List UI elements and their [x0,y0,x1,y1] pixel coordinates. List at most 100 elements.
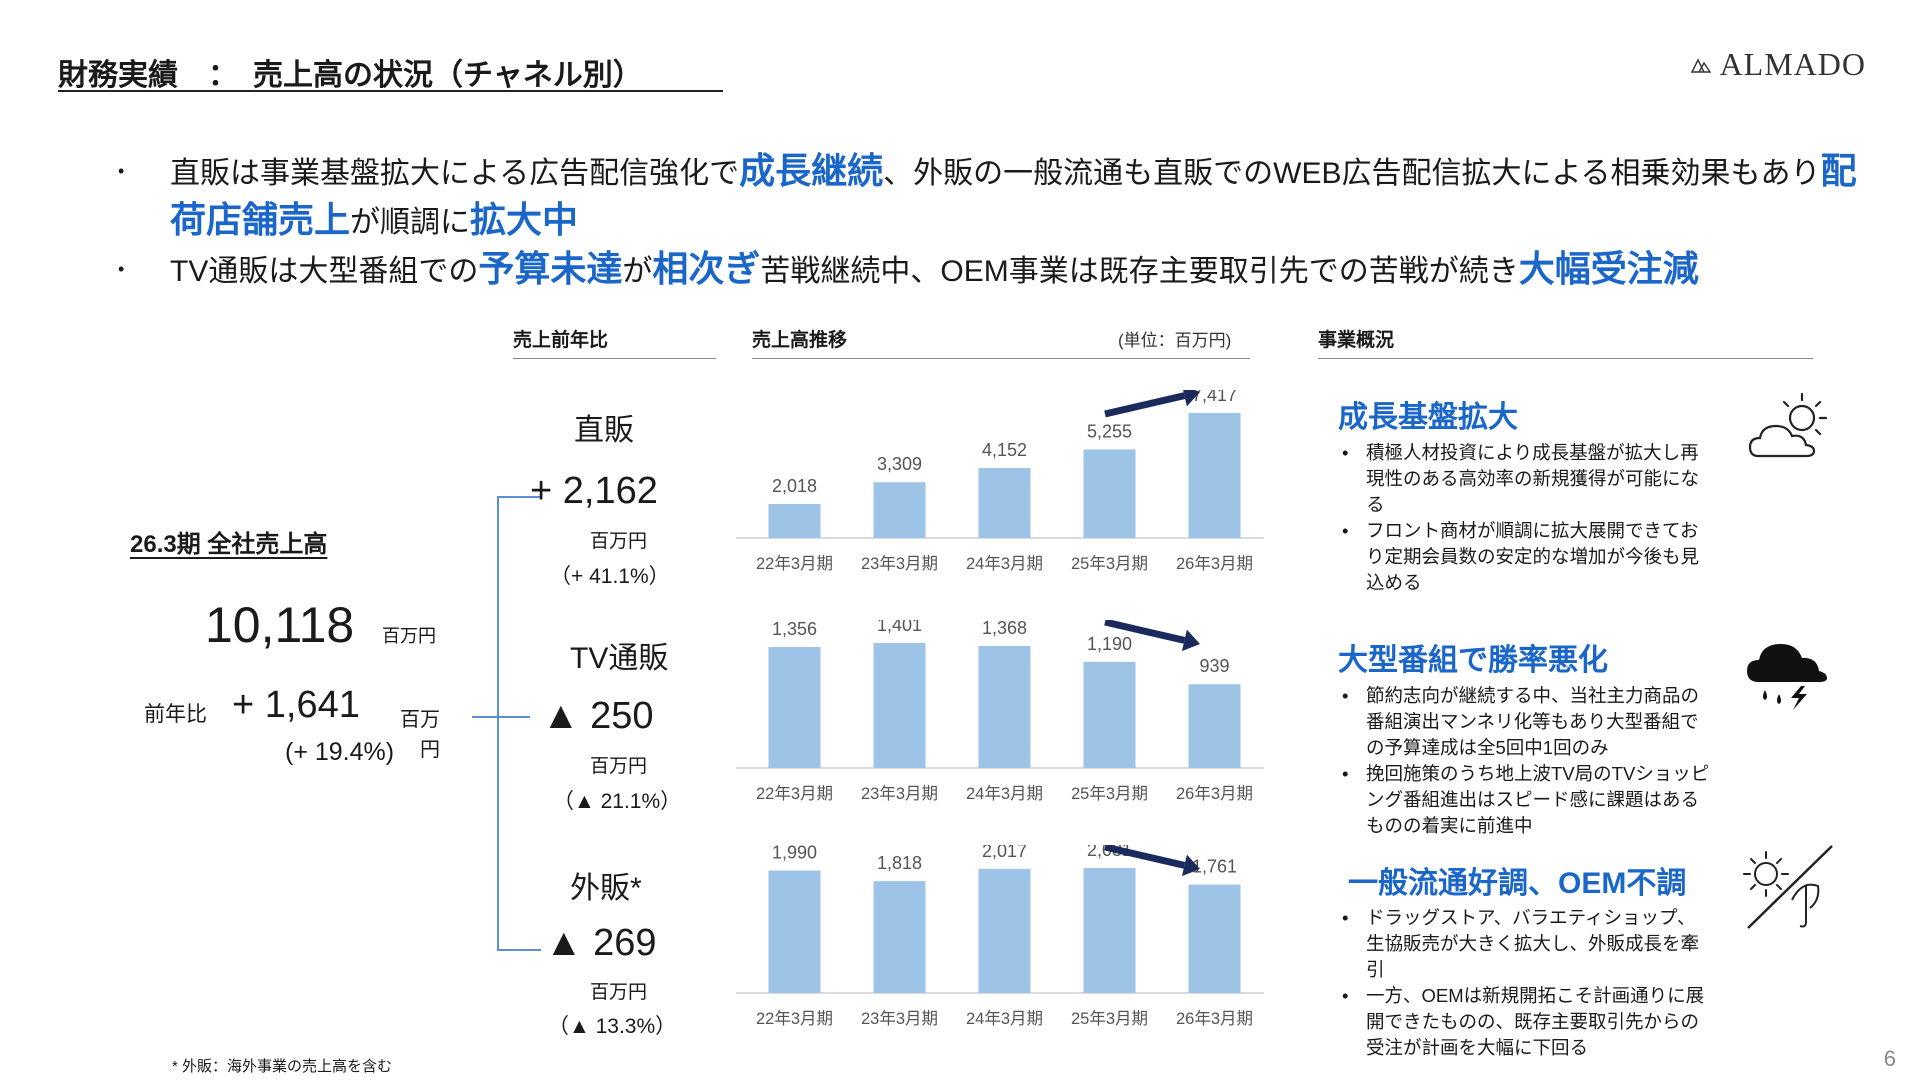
chart-bar [873,643,926,768]
chart-bar [978,868,1031,993]
page-title: 財務実績 ： 売上高の状況（チャネル別） [58,59,643,92]
unit-note: (単位：百万円) [1118,331,1232,350]
channel-unit-direct: 百万円 [590,531,648,552]
business-title-wholesale: 一般流通好調、OEM不調 [1348,867,1687,900]
chart-category-label: 24年3月期 [966,1009,1043,1028]
channel-unit-tv: 百万円 [590,756,648,777]
chart-category-label: 24年3月期 [966,554,1043,573]
highlight-text: 成長継続 [739,150,884,191]
total-yoy-label: 前年比 [144,703,207,726]
chart-category-label: 25年3月期 [1071,554,1148,573]
total-yoy-value: + 1,641 [232,684,360,726]
total-yoy-unit: 百万 [400,709,440,731]
trend-up-arrow-icon [1104,392,1186,418]
chart-value-label: 939 [1199,656,1229,676]
chart-bar [1083,449,1136,538]
chart-bar [873,881,926,993]
chart-bar [768,503,821,538]
total-sales-title: 26.3期 全社売上高 [130,531,328,558]
chart-value-label: 2,017 [982,845,1027,861]
summary-bullet-2: • TV通販は大型番組での予算未達が相次ぎ苦戦継続中、OEM事業は既存主要取引先… [118,246,1878,295]
summary-bullet-text-1: 直販は事業基盤拡大による広告配信強化で成長継続、外販の一般流通も直販でのWEB広… [170,148,1878,246]
channel-bracket [497,496,499,951]
chart-bar [1188,684,1241,768]
channel-name-tv: TV通販 [570,642,669,675]
chart-category-label: 26年3月期 [1176,784,1253,803]
chart-value-label: 5,255 [1087,421,1132,441]
business-section-head: 事業概況 [1318,325,1813,359]
summary-bullet-1: • 直販は事業基盤拡大による広告配信強化で成長継続、外販の一般流通も直販でのWE… [118,148,1878,246]
direct-sales-chart: 2,018 22年3月期 3,309 23年3月期 4,152 24年3月期 5,255 25… [736,390,1264,573]
business-point: 挽回施策のうち地上波TV局のTVショッピング番組進出はスピード感に課題はあるもの… [1336,761,1711,839]
logo-mark-icon [1690,57,1711,73]
business-title-tv: 大型番組で勝率悪化 [1338,644,1608,677]
chart-bar [1083,661,1136,768]
chart-value-label: 2,018 [772,476,817,496]
chart-category-label: 25年3月期 [1071,1009,1148,1028]
trend-arrow-head [1183,390,1200,407]
business-point: 積極人材投資により成長基盤が拡大し再現性のある高効率の新規獲得が可能になる [1336,440,1711,518]
channel-name-direct: 直販 [574,414,634,447]
highlight-text: 予算未達 [478,248,623,289]
chart-bar [768,870,821,993]
company-logo: ALMADO [1690,46,1866,83]
channel-pct-direct: （+ 41.1%） [550,565,670,588]
chart-value-label: 7,417 [1192,390,1237,405]
business-point: 節約志向が継続する中、当社主力商品の番組演出マンネリ化等もあり大型番組での予算達… [1336,683,1711,761]
bullet-text-segment: 、外販の一般流通も直販でのWEB広告配信拡大による相乗効果もあり [883,157,1821,190]
chart-category-label: 25年3月期 [1071,784,1148,803]
channel-bracket-connector [472,716,530,718]
business-points-direct: 積極人材投資により成長基盤が拡大し再現性のある高効率の新規獲得が可能になるフロン… [1336,440,1711,596]
chart-value-label: 1,761 [1192,857,1237,877]
yoy-section-head: 売上前年比 [513,325,716,359]
highlight-text: 相次ぎ [652,248,761,289]
chart-value-label: 4,152 [982,440,1027,460]
channel-bracket-top [497,496,541,498]
summary-bullet-text-2: TV通販は大型番組での予算未達が相次ぎ苦戦継続中、OEM事業は既存主要取引先での… [170,246,1878,295]
business-point: 一方、OEMは新規開拓こそ計画通りに展開できたものの、既存主要取引先からの受注が… [1336,983,1711,1061]
total-yoy-pct: (+ 19.4%) [285,738,395,766]
chart-bar [1083,868,1136,993]
chart-category-label: 22年3月期 [756,554,833,573]
chart-category-label: 22年3月期 [756,784,833,803]
wholesale-sales-chart: 1,99022年3月期1,81823年3月期2,01724年3月期2,03125… [736,845,1264,1028]
bullet-text-segment: TV通販は大型番組での [170,255,479,288]
chart-bar [768,647,821,768]
total-sales-unit: 百万円 [382,626,436,646]
channel-pct-wholesale: （▲ 13.3%） [548,1015,677,1038]
chart-value-label: 3,309 [877,454,922,474]
chart-bar [1188,413,1241,538]
tv-sales-chart: 1,356 22年3月期 1,401 23年3月期 1,368 24年3月期 1,190 25… [736,620,1264,803]
bullet-text-segment: 直販は事業基盤拡大による広告配信強化で [170,157,740,190]
page-number: 6 [1883,1046,1896,1071]
channel-name-wholesale: 外販* [570,872,642,905]
chart-category-label: 23年3月期 [861,554,938,573]
sun-cloud-icon [1748,392,1828,458]
channel-diff-direct: + 2,162 [530,470,658,512]
business-title-direct: 成長基盤拡大 [1338,401,1518,434]
business-points-wholesale: ドラッグストア、バラエティショップ、生協販売が大きく拡大し、外販成長を牽引一方、… [1336,905,1711,1061]
chart-bar [1188,884,1241,993]
chart-bar [978,645,1031,768]
chart-value-label: 1,190 [1087,634,1132,654]
chart-category-label: 22年3月期 [756,1009,833,1028]
business-point: ドラッグストア、バラエティショップ、生協販売が大きく拡大し、外販成長を牽引 [1336,905,1711,983]
business-points-tv: 節約志向が継続する中、当社主力商品の番組演出マンネリ化等もあり大型番組での予算達… [1336,683,1711,839]
thunderstorm-icon [1747,644,1827,710]
chart-bar [873,482,926,538]
trend-down-arrow-icon [1104,620,1186,644]
total-yoy-unit-suffix: 円 [420,739,440,761]
chart-value-label: 1,368 [982,620,1027,638]
chart-value-label: 1,818 [877,853,922,873]
trend-arrow-head [1181,854,1200,877]
chart-category-label: 26年3月期 [1176,554,1253,573]
trend-section-head: 売上高推移 [752,325,1250,359]
highlight-text: 配荷店舗売上 [170,150,1857,240]
bullet-text-segment: 苦戦継続中、OEM事業は既存主要取引先での苦戦が続き [760,255,1519,288]
highlight-text: 大幅受注減 [1518,248,1699,289]
channel-bracket-bottom [497,949,541,951]
bullet-text-segment: が [622,255,653,288]
chart-category-label: 24年3月期 [966,784,1043,803]
logo-text: ALMADO [1719,46,1866,82]
trend-arrow-head [1181,629,1200,652]
